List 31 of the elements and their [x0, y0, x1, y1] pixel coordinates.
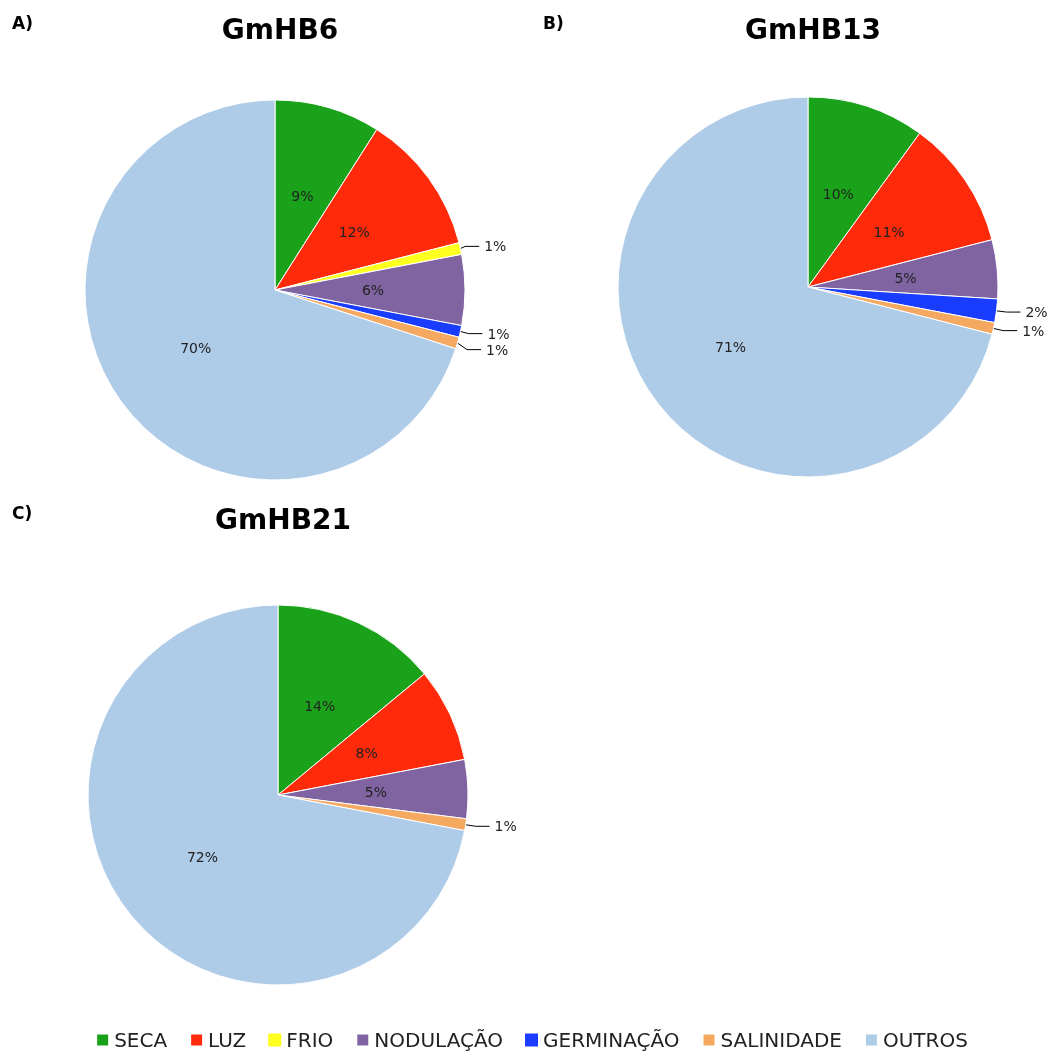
data-label: 1% — [494, 818, 517, 835]
data-label: 72% — [186, 849, 219, 866]
legend-label: GERMINAÇÃO — [543, 1028, 680, 1052]
data-label: 5% — [364, 783, 388, 800]
legend-label: SALINIDADE — [720, 1028, 842, 1052]
data-label: 10% — [822, 185, 854, 202]
legend-label: NODULAÇÃO — [374, 1028, 504, 1052]
data-label: 71% — [715, 339, 747, 356]
text: A) — [12, 12, 33, 33]
legend-label: LUZ — [208, 1028, 247, 1052]
data-label: 14% — [304, 698, 336, 715]
text: B) — [543, 12, 564, 33]
data-label: 1% — [487, 325, 510, 342]
data-label: 6% — [361, 282, 385, 298]
data-label: 2% — [1025, 304, 1048, 321]
data-label: 70% — [180, 339, 212, 356]
chart-title: GmHB21 — [215, 502, 351, 536]
chart-title: GmHB6 — [221, 12, 339, 46]
legend-label: OUTROS — [882, 1028, 968, 1052]
data-label: 5% — [894, 269, 917, 286]
legend-label: FRIO — [286, 1028, 334, 1052]
data-label: 12% — [338, 224, 370, 241]
data-label: 11% — [873, 223, 905, 240]
chart-title: GmHB13 — [745, 12, 881, 46]
data-label: 9% — [291, 187, 314, 204]
data-label: 1% — [486, 341, 509, 358]
legend-label: SECA — [114, 1028, 168, 1052]
text: C) — [12, 502, 33, 523]
data-label: 1% — [484, 238, 507, 255]
data-label: 8% — [355, 745, 378, 762]
data-label: 1% — [1022, 322, 1045, 339]
